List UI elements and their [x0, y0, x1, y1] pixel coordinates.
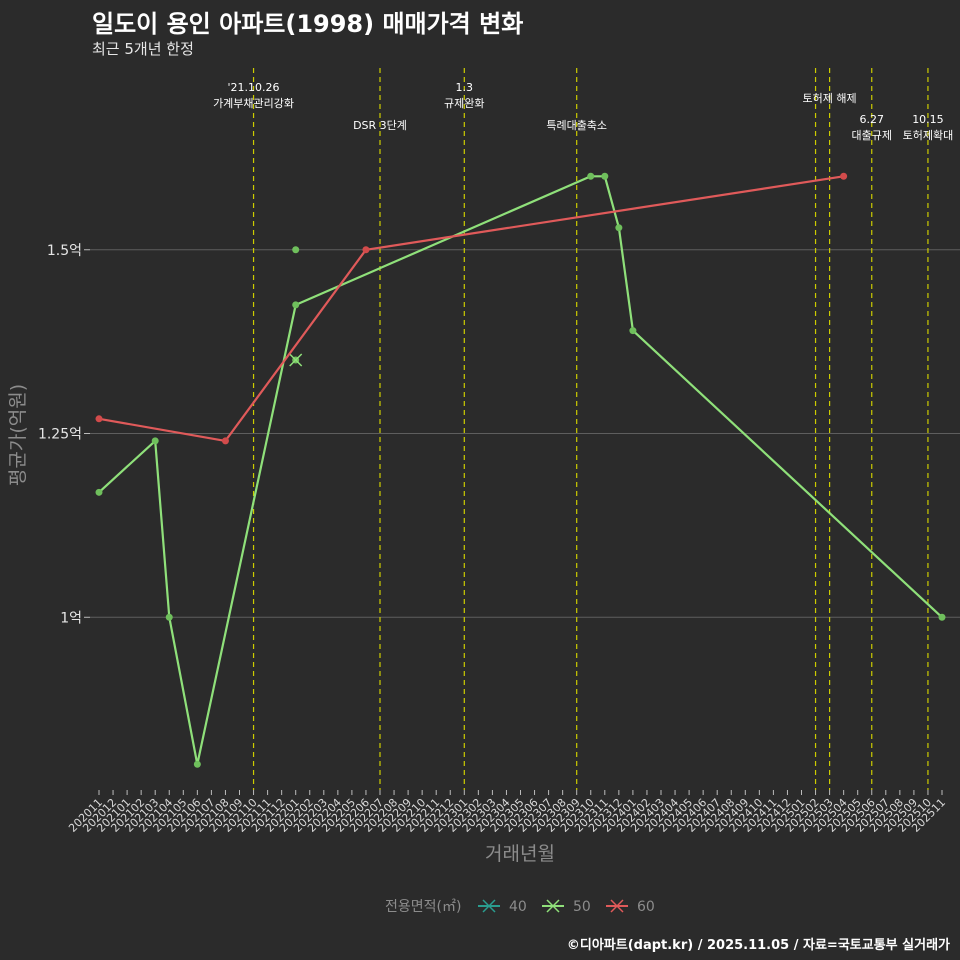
event-label-2-0: 1.3	[456, 81, 474, 94]
series-50-extra-point-0	[292, 246, 300, 254]
event-label-1-0: DSR 3단계	[353, 119, 407, 132]
series-50-point-9	[938, 613, 946, 621]
x-axis-ticks: 2020112020122021012021022021032021042021…	[66, 790, 948, 835]
ytick-label-1: 1.25억	[38, 427, 82, 443]
event-label-3-0: 특례대출축소	[546, 119, 607, 132]
series-layer	[95, 172, 946, 768]
series-50-point-3	[193, 760, 201, 768]
series-50-point-6	[601, 172, 609, 180]
series-50-point-0	[95, 488, 103, 496]
series-60-line	[98, 175, 844, 442]
legend-label-40: 40	[509, 899, 527, 915]
event-label-0-0: '21.10.26	[228, 81, 280, 94]
series-60-point-2	[362, 246, 370, 254]
y-axis-ticks: 1억 1.25억 1.5억	[38, 243, 90, 626]
legend-key-cross-60	[610, 899, 624, 913]
series-50-point-7	[615, 224, 623, 232]
series-60-point-1	[221, 437, 229, 445]
event-label-7-1: 토허제확대	[903, 129, 954, 142]
event-label-6-1: 대출규제	[852, 129, 892, 142]
y-axis-title: 평균가(억원)	[7, 384, 29, 486]
event-label-7-0: 10.15	[912, 113, 944, 126]
legend-title: 전용면적(㎡)	[385, 899, 461, 915]
event-label-2-1: 규제완화	[444, 97, 484, 110]
legend-key-cross-50	[546, 899, 560, 913]
event-label-6-0: 6.27	[860, 113, 885, 126]
source-caption: ©디아파트(dapt.kr) / 2025.11.05 / 자료=국토교통부 실…	[566, 938, 950, 953]
legend-label-60: 60	[637, 899, 655, 915]
series-50-line	[98, 175, 943, 766]
event-label-0-1: 가계부채관리강화	[213, 97, 294, 110]
series-50-point-4	[292, 301, 300, 309]
series-50-point-2	[165, 613, 173, 621]
legend: 전용면적(㎡) 40 50 60	[385, 899, 655, 915]
x-axis-title: 거래년월	[485, 843, 555, 865]
chart-subtitle: 최근 5개년 한정	[92, 40, 194, 58]
legend-key-cross-40	[482, 899, 496, 913]
event-label-5-0: 토허제 해제	[803, 91, 857, 105]
series-50-point-5	[587, 172, 595, 180]
series-50-point-1	[151, 437, 159, 445]
series-50-point-8	[629, 327, 637, 335]
ytick-label-2: 1.5억	[47, 243, 82, 259]
series-50-cross-0	[289, 353, 303, 367]
series-60-point-3	[840, 172, 848, 180]
ytick-label-0: 1억	[60, 610, 82, 626]
legend-label-50: 50	[573, 899, 591, 915]
chart-title: 일도이 용인 아파트(1998) 매매가격 변화	[92, 10, 524, 38]
series-60-point-0	[95, 415, 103, 423]
